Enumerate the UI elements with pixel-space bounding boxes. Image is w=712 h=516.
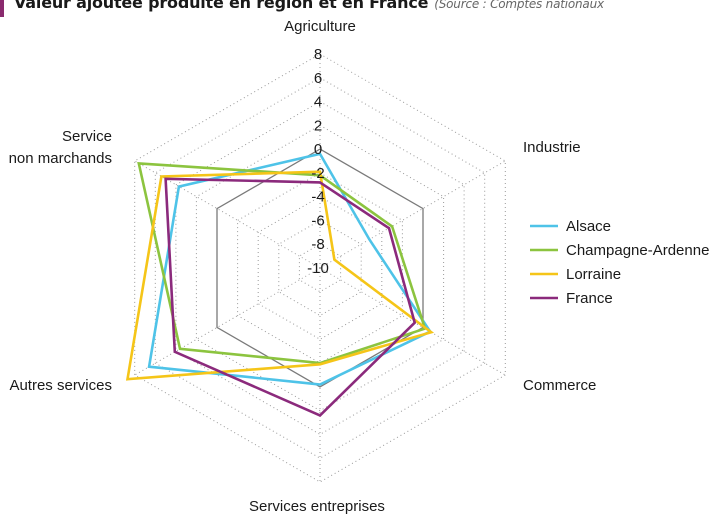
legend-label: Champagne-Ardenne [566,242,709,259]
chart-title-text: Valeur ajoutée produite en région et en … [14,0,429,12]
series-line-lorraine [125,170,435,381]
series-line-alsace [147,152,433,386]
legend-label: France [566,290,613,307]
category-labels: Agriculture Industrie Commerce Services ent… [9,18,597,515]
series-line-champagne-ardenne [137,161,427,365]
grid-ring [257,196,383,340]
tick-label: 8 [314,46,322,63]
category-label-1: Industrie [523,139,581,156]
tick-label: -8 [311,236,324,253]
category-label-3: Services entreprises [249,498,385,515]
tick-label: 0 [314,141,322,158]
tick-label: -10 [307,260,329,277]
grid-ring [195,124,445,412]
category-label-0: Agriculture [284,18,356,35]
legend-label: Alsace [566,218,611,235]
chart-source: (Source : Comptes nationaux [434,0,604,11]
radial-tick-labels: 8 6 4 2 0 -2 -4 -6 -8 -10 [307,46,329,277]
tick-label: 4 [314,94,322,111]
grid-ring-zero [216,148,424,388]
tick-label: 6 [314,70,322,87]
series-line-france [164,177,417,417]
category-label-2: Commerce [523,377,596,394]
tick-label: -4 [311,189,324,206]
title-accent-bar [0,0,4,17]
tick-label: 2 [314,117,322,134]
grid-spoke [319,160,506,269]
tick-label: -6 [311,212,324,229]
radar-series [125,152,435,417]
category-label-4: Autres services [9,377,112,394]
radar-grid [134,53,506,483]
chart-legend: Alsace Champagne-Ardenne Lorraine France [530,218,709,307]
tick-label: -2 [311,165,324,182]
legend-label: Lorraine [566,266,621,283]
category-label-5: Service non marchands [9,128,112,167]
grid-spoke [319,267,506,376]
chart-title: Valeur ajoutée produite en région et en … [14,0,604,12]
